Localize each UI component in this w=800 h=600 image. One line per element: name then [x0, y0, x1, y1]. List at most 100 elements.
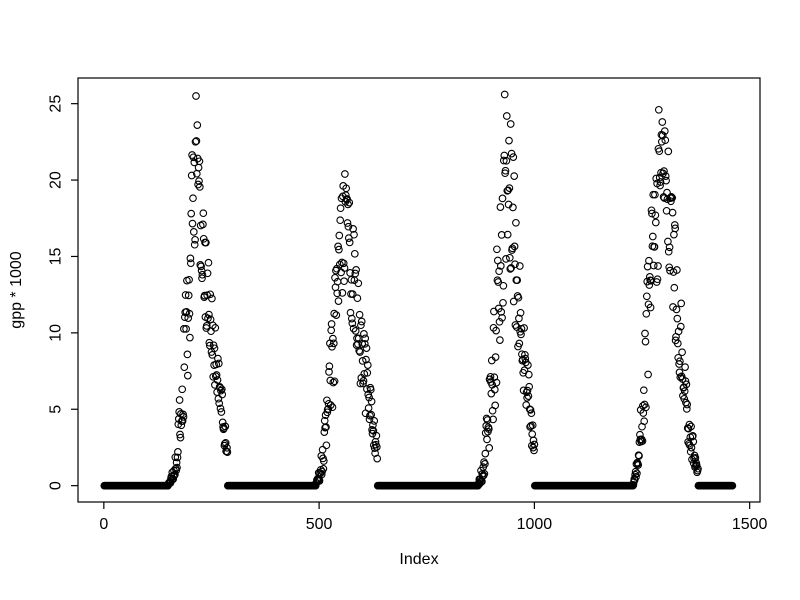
data-point [185, 275, 193, 284]
data-point [655, 147, 664, 156]
data-point [656, 178, 665, 186]
data-point [372, 443, 381, 451]
data-point [654, 262, 662, 270]
data-point [689, 437, 698, 446]
data-point [494, 278, 503, 286]
data-point [204, 258, 213, 267]
data-point [634, 461, 643, 469]
data-point [665, 243, 674, 252]
data-point [673, 339, 682, 348]
y-tick-label: 5 [48, 405, 65, 414]
data-point [496, 336, 504, 344]
data-point [208, 294, 216, 303]
data-point [198, 274, 206, 283]
data-point [523, 386, 532, 395]
data-point [629, 481, 638, 489]
data-point [367, 410, 376, 419]
data-point [500, 90, 509, 99]
data-point [517, 330, 525, 339]
data-point [481, 449, 490, 458]
data-point [336, 216, 345, 225]
data-point [187, 171, 196, 180]
y-tick-label: 25 [48, 95, 65, 113]
data-point [489, 415, 497, 424]
data-point [370, 417, 379, 425]
data-point [344, 222, 353, 231]
data-point [180, 363, 189, 372]
data-point [521, 350, 529, 359]
data-point [335, 245, 343, 254]
data-point [642, 403, 650, 412]
data-point [195, 177, 203, 185]
data-point [506, 265, 515, 273]
data-point [363, 385, 371, 393]
data-point [667, 197, 675, 206]
data-point [189, 228, 198, 236]
data-point [491, 401, 500, 410]
data-point [334, 242, 342, 251]
data-point [359, 377, 368, 385]
data-point [497, 308, 506, 316]
data-point [349, 324, 358, 333]
data-point [344, 234, 353, 242]
data-point [205, 338, 214, 347]
data-point [217, 408, 226, 416]
x-axis-title: Index [399, 551, 439, 568]
data-point [172, 458, 181, 467]
data-point [502, 112, 511, 120]
data-point [681, 377, 690, 385]
data-point [633, 469, 641, 478]
data-point [352, 266, 360, 274]
data-point [640, 417, 649, 426]
data-point [177, 421, 186, 430]
data-point [361, 334, 370, 343]
data-point [642, 309, 651, 318]
data-point [345, 198, 354, 207]
data-point [511, 260, 519, 269]
data-point [200, 291, 209, 300]
data-point [505, 136, 513, 145]
data-point [189, 194, 197, 203]
data-point [506, 120, 515, 128]
data-point [671, 224, 680, 233]
data-point [350, 249, 359, 258]
data-point [331, 273, 339, 282]
data-point [217, 385, 226, 394]
data-point [334, 297, 343, 305]
data-point [223, 443, 231, 452]
data-point [223, 448, 232, 456]
data-point [217, 386, 225, 395]
data-point [194, 163, 203, 172]
data-point [525, 382, 534, 391]
data-point [491, 353, 500, 361]
data-point [184, 291, 193, 300]
data-point [654, 105, 663, 114]
data-point [183, 350, 192, 359]
data-point [191, 235, 199, 244]
data-point [508, 244, 517, 253]
data-point [503, 230, 512, 239]
data-point [197, 262, 205, 271]
data-point [345, 238, 354, 247]
data-point [194, 180, 202, 189]
data-point [637, 435, 646, 444]
data-point [183, 371, 192, 380]
data-point [516, 308, 525, 317]
data-point [366, 411, 374, 420]
data-point [497, 231, 506, 239]
data-point [360, 340, 369, 348]
data-point [687, 422, 695, 431]
data-point [199, 220, 207, 229]
data-point [728, 481, 737, 490]
data-point [176, 433, 185, 442]
data-point [484, 425, 493, 433]
data-point [195, 183, 204, 191]
data-point [220, 439, 229, 448]
data-point [357, 321, 365, 330]
data-point [365, 393, 373, 402]
data-point [358, 357, 367, 365]
data-point [694, 464, 702, 473]
data-point [329, 339, 338, 348]
data-point [635, 452, 643, 460]
data-point [661, 136, 670, 145]
